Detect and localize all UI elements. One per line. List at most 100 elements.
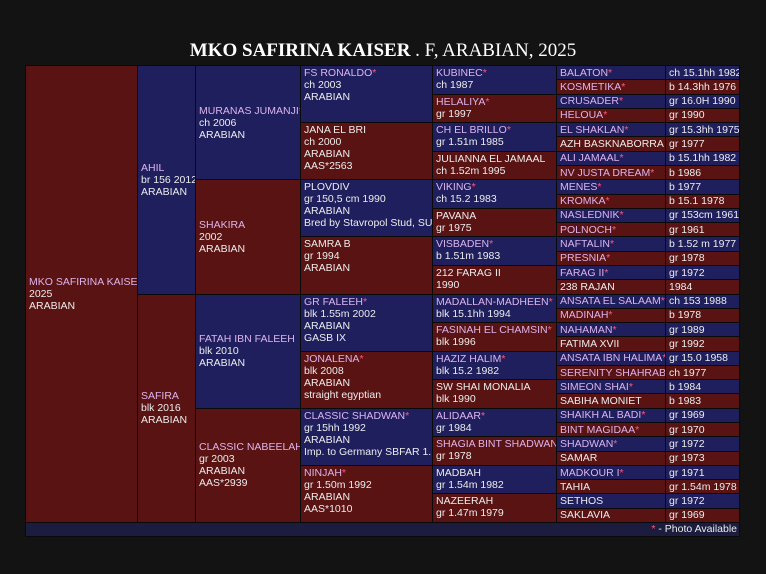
horse-info: blk 1996 <box>436 336 476 349</box>
horse-info: GASB IX <box>304 331 347 344</box>
horse-box: ANSATA IBN HALIMA* <box>556 350 666 366</box>
horse-box: FATAH IBN FALEEH blk 2010 ARABIAN <box>195 293 301 409</box>
horse-details-box: gr 16.0H 1990 <box>665 93 740 109</box>
photo-mark: * <box>621 80 626 93</box>
horse-box: NAHAMAN * <box>556 322 666 338</box>
horse-name: NASLEDNIK <box>560 209 620 222</box>
horse-info: ARABIAN <box>29 300 76 312</box>
horse-box: FATIMA XVII <box>556 336 666 352</box>
horse-name: SHAKIRA <box>199 218 246 231</box>
horse-name: SABIHA MONIET <box>560 395 642 408</box>
horse-name: FARAG II <box>560 266 605 279</box>
horse-details: b 1978 <box>669 309 702 322</box>
horse-info: gr 1994 <box>304 250 340 263</box>
horse-name-line: HAZIZ HALIM* <box>436 353 553 365</box>
photo-mark: * <box>485 95 490 108</box>
horse-name-line: CLASSIC NABEELAH <box>199 441 300 453</box>
horse-info: AAS*2939 <box>199 477 248 490</box>
photo-mark: * <box>618 95 624 108</box>
horse-name: HAZIZ HALIM <box>436 352 502 365</box>
horse-name-line: NAZEERAH <box>436 495 553 507</box>
horse-name: SAFIRA <box>141 390 179 403</box>
horse-details-box: gr 1961 <box>665 222 740 238</box>
horse-details-box: gr 1972 <box>665 436 740 452</box>
horse-box: JONALENA* blk 2008 ARABIAN straight egyptia… <box>300 350 433 409</box>
horse-name: NV JUSTA DREAM <box>560 166 651 179</box>
title-name: MKO SAFIRINA KAISER <box>189 40 411 61</box>
horse-details-box: gr 1972 <box>665 493 740 509</box>
horse-details-box: gr 15.3hh 1975 <box>665 122 740 138</box>
horse-name-line: GR FALEEH* <box>304 296 429 308</box>
horse-details: gr 1990 <box>669 109 705 122</box>
horse-name: BALATON <box>560 66 609 79</box>
horse-details: gr 1972 <box>669 266 705 279</box>
horse-info: ARABIAN <box>304 319 351 332</box>
horse-name: ANSATA EL SALAAM <box>560 295 661 308</box>
horse-name: JONALENA <box>304 352 360 365</box>
horse-details: gr 1992 <box>669 337 705 350</box>
horse-box: NAZEERAH gr 1.47m 1979 <box>432 493 557 523</box>
horse-details-box: b 14.3hh 1976 <box>665 79 740 95</box>
horse-details-box: b 1986 <box>665 164 740 181</box>
photo-mark: * <box>604 266 609 279</box>
horse-info: 2025 <box>29 288 53 300</box>
photo-mark: * <box>609 238 615 251</box>
horse-info: ARABIAN <box>304 91 351 103</box>
horse-name: SAMAR <box>560 452 598 465</box>
horse-details: ch 153 1988 <box>669 295 727 308</box>
horse-name: SIMEON SHAI <box>560 380 629 393</box>
horse-name: POLNOCH <box>560 223 612 236</box>
horse-details: gr 15.3hh 1975 <box>669 123 740 136</box>
horse-name: EL SHAKLAN <box>560 123 625 136</box>
horse-name: MADBAH <box>436 466 481 479</box>
horse-name-line: SAMRA B <box>304 238 429 250</box>
horse-info: AAS*2563 <box>304 160 353 173</box>
horse-box: HELALIYA* gr 1997 <box>432 93 557 124</box>
horse-name: SHAIKH AL BADI <box>560 409 642 422</box>
horse-name-line: JANA EL BRI <box>304 124 429 136</box>
horse-details: gr 1972 <box>669 437 705 450</box>
horse-details: gr 15.0 1958 <box>669 352 728 365</box>
photo-mark: * <box>471 181 476 194</box>
horse-info: 1990 <box>436 278 460 291</box>
photo-mark: * <box>608 309 613 322</box>
horse-name: SW SHAI MONALIA <box>436 381 531 394</box>
horse-details: gr 1972 <box>669 495 705 508</box>
horse-box: ALIDAAR* gr 1984 <box>432 407 557 438</box>
horse-box: 238 RAJAN <box>556 279 666 295</box>
horse-name: KUBINEC <box>436 67 483 79</box>
horse-details-box: gr 1970 <box>665 422 740 438</box>
horse-name: CLASSIC NABEELAH <box>199 441 301 454</box>
horse-details-box: gr 1990 <box>665 107 740 124</box>
horse-name-line: MURANAS JUMANJI* <box>199 105 300 117</box>
horse-info: straight egyptian <box>304 388 382 401</box>
horse-info: blk 1990 <box>436 393 476 406</box>
horse-details-box: b 1978 <box>665 307 740 324</box>
horse-name: KOSMETIKA <box>560 80 622 93</box>
horse-info: ch 2000 <box>304 136 342 149</box>
horse-name: PAVANA <box>436 209 477 222</box>
photo-mark: * <box>650 166 655 179</box>
horse-details-box: b 1984 <box>665 379 740 395</box>
horse-name-line: SHAKIRA <box>199 219 297 231</box>
horse-box: VIKING* ch 15.2 1983 <box>432 179 557 209</box>
horse-box: NAFTALIN * <box>556 236 666 252</box>
horse-box: FARAG II * <box>556 264 666 281</box>
horse-info: ARABIAN <box>304 376 351 389</box>
horse-details-box: gr 1971 <box>665 464 740 481</box>
horse-name: CH EL BRILLO <box>436 124 507 137</box>
horse-details-box: b 15.1 1978 <box>665 193 740 209</box>
horse-info: gr 2003 <box>199 453 235 466</box>
horse-name-line: CLASSIC SHADWAN* <box>304 410 429 422</box>
horse-details: gr 1989 <box>669 323 705 336</box>
horse-details: b 14.3hh 1976 <box>669 80 737 93</box>
horse-info: blk 2008 <box>304 364 344 377</box>
horse-name: NINJAH <box>304 466 342 479</box>
horse-name-line: HELALIYA* <box>436 96 553 108</box>
horse-name-line: SW SHAI MONALIA <box>436 381 553 393</box>
photo-mark: * <box>603 109 608 122</box>
horse-info: gr 1.50m 1992 <box>304 478 372 491</box>
horse-box: MADKOUR I * <box>556 464 666 481</box>
